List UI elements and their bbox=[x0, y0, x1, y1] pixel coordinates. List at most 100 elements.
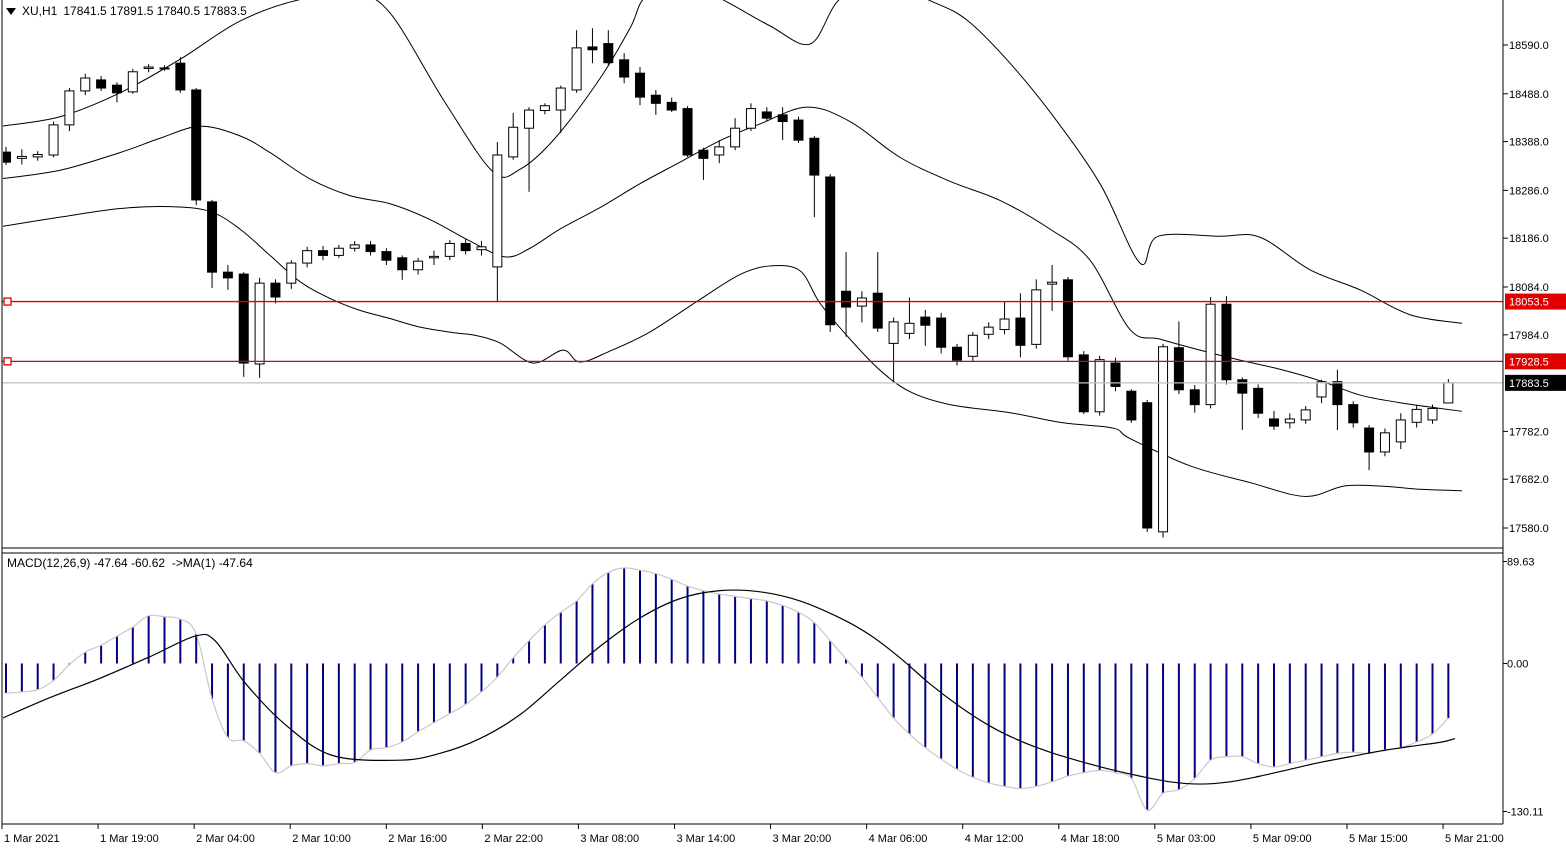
candle bbox=[967, 331, 978, 362]
candle bbox=[619, 53, 630, 84]
candle bbox=[1126, 389, 1137, 423]
candle bbox=[698, 147, 709, 180]
candle bbox=[1332, 369, 1343, 430]
current-price-price-tag: 17883.5 bbox=[1505, 374, 1566, 391]
candle bbox=[1110, 357, 1121, 392]
macd-panel[interactable] bbox=[0, 553, 1503, 824]
candle bbox=[1237, 377, 1248, 430]
candle bbox=[333, 244, 344, 258]
candle bbox=[508, 112, 519, 160]
candle bbox=[555, 85, 566, 133]
panel-borders bbox=[1, 0, 1504, 825]
symbol-label: XU,H1 bbox=[22, 4, 58, 18]
candle bbox=[1379, 428, 1390, 457]
resistance-price-tag: 18053.5 bbox=[1505, 293, 1566, 310]
candle bbox=[1221, 296, 1232, 385]
candle bbox=[111, 82, 122, 103]
time-tick-label: 1 Mar 19:00 bbox=[100, 833, 159, 845]
candle bbox=[730, 118, 741, 151]
candle bbox=[761, 107, 772, 122]
resistance-handle-icon[interactable] bbox=[3, 297, 12, 306]
candle bbox=[524, 107, 535, 192]
candle bbox=[888, 317, 899, 384]
candle bbox=[1158, 343, 1169, 538]
candle bbox=[302, 246, 313, 268]
symbol-dropdown-icon[interactable] bbox=[6, 7, 16, 15]
candle bbox=[714, 140, 725, 164]
price-tick-label: 17984.0 bbox=[1509, 330, 1549, 342]
price-tag-label: 17928.5 bbox=[1509, 356, 1549, 368]
candle bbox=[127, 68, 138, 94]
candle bbox=[428, 250, 439, 265]
candle bbox=[476, 241, 487, 256]
candle bbox=[777, 107, 788, 141]
macd-line bbox=[5, 567, 1449, 811]
price-chart-surface[interactable] bbox=[0, 0, 1503, 548]
time-tick-label: 2 Mar 04:00 bbox=[196, 833, 255, 845]
time-tick-label: 2 Mar 22:00 bbox=[484, 833, 543, 845]
candle bbox=[270, 279, 281, 304]
candle bbox=[492, 142, 503, 302]
candle bbox=[222, 264, 233, 290]
candle bbox=[1427, 404, 1438, 424]
candle bbox=[64, 88, 75, 132]
macd-chart-surface[interactable] bbox=[0, 553, 1503, 824]
price-tick-label: 18590.0 bbox=[1509, 40, 1549, 52]
support-handle-icon[interactable] bbox=[3, 357, 12, 366]
candle bbox=[175, 56, 186, 93]
candle bbox=[587, 28, 598, 64]
candle bbox=[1395, 413, 1406, 450]
price-tick-label: 17682.0 bbox=[1509, 474, 1549, 486]
time-tick-label: 3 Mar 14:00 bbox=[676, 833, 735, 845]
price-tick-label: 18388.0 bbox=[1509, 137, 1549, 149]
price-tag-label: 18053.5 bbox=[1509, 297, 1549, 309]
candle bbox=[920, 309, 931, 346]
candle bbox=[286, 260, 297, 289]
time-tick-label: 2 Mar 16:00 bbox=[388, 833, 447, 845]
macd-tick-label: 89.63 bbox=[1507, 557, 1535, 569]
price-tick-label: 18488.0 bbox=[1509, 89, 1549, 101]
time-tick-label: 5 Mar 09:00 bbox=[1253, 833, 1312, 845]
candle bbox=[650, 89, 661, 115]
level-lines bbox=[2, 297, 1503, 384]
candle bbox=[191, 88, 202, 206]
candle bbox=[999, 301, 1010, 335]
ohlc-values: 17841.5 17891.5 17840.5 17883.5 bbox=[63, 4, 247, 18]
time-tick-label: 4 Mar 18:00 bbox=[1061, 833, 1120, 845]
candle bbox=[1015, 293, 1026, 358]
price-panel[interactable] bbox=[0, 0, 1503, 548]
candle bbox=[349, 241, 360, 252]
time-tick-label: 5 Mar 15:00 bbox=[1349, 833, 1408, 845]
price-tick-label: 18084.0 bbox=[1509, 282, 1549, 294]
candle bbox=[381, 248, 392, 265]
candle bbox=[682, 106, 693, 157]
chart-header: XU,H1 17841.5 17891.5 17840.5 17883.5 bbox=[6, 4, 247, 18]
candle bbox=[571, 30, 582, 93]
time-axis: 1 Mar 2021 1 Mar 19:00 2 Mar 04:00 2 Mar 10… bbox=[1, 824, 1504, 845]
time-tick-label: 3 Mar 20:00 bbox=[773, 833, 832, 845]
candle bbox=[1411, 404, 1422, 428]
candle bbox=[793, 116, 804, 144]
candle bbox=[1189, 385, 1200, 413]
macd-signal-line bbox=[3, 589, 1456, 785]
candle bbox=[1364, 425, 1375, 471]
candle bbox=[1173, 321, 1184, 395]
candle bbox=[1300, 406, 1311, 424]
price-tick-label: 18186.0 bbox=[1509, 233, 1549, 245]
time-tick-label: 4 Mar 12:00 bbox=[965, 833, 1024, 845]
candle bbox=[809, 135, 820, 218]
candle bbox=[48, 121, 59, 158]
time-tick-label: 3 Mar 08:00 bbox=[580, 833, 639, 845]
candle bbox=[1142, 399, 1153, 532]
bollinger-middle-band bbox=[3, 106, 1463, 412]
candle bbox=[603, 30, 614, 66]
price-tick-label: 17782.0 bbox=[1509, 426, 1549, 438]
candle bbox=[1031, 279, 1042, 349]
bollinger-upper-band bbox=[3, 0, 1463, 324]
candle bbox=[80, 73, 91, 96]
time-tick-label: 5 Mar 03:00 bbox=[1157, 833, 1216, 845]
price-tick-label: 17580.0 bbox=[1509, 523, 1549, 535]
price-tag-label: 17883.5 bbox=[1509, 378, 1549, 390]
price-tick-label: 18286.0 bbox=[1509, 185, 1549, 197]
candle bbox=[1348, 401, 1359, 428]
